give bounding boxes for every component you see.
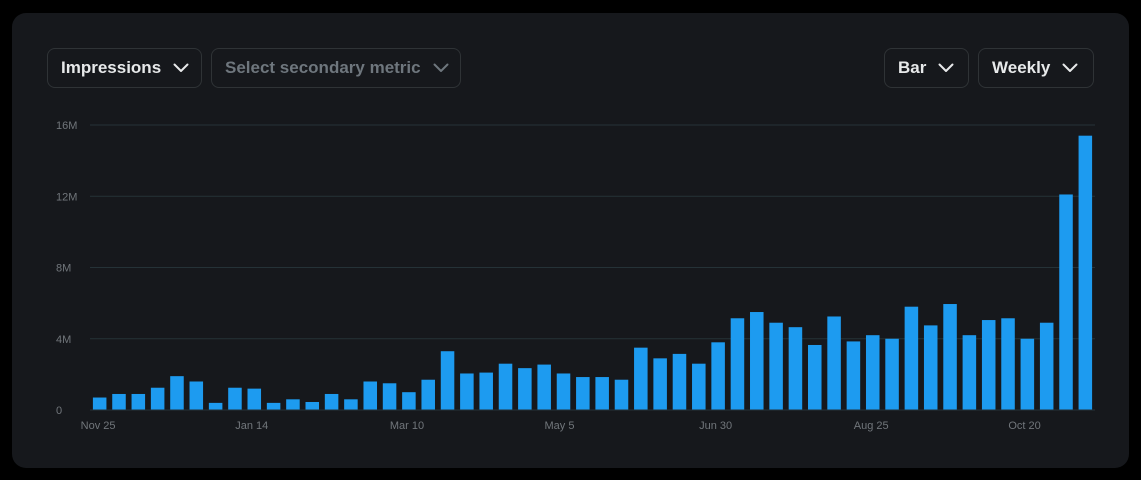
x-tick-label: Oct 20 [1008, 420, 1040, 432]
x-tick-label: Aug 25 [854, 420, 889, 432]
y-tick-label: 16M [56, 120, 77, 132]
bar [92, 397, 107, 410]
y-tick-label: 0 [56, 405, 62, 417]
chevron-down-icon [433, 63, 449, 73]
secondary-metric-dropdown[interactable]: Select secondary metric [211, 48, 461, 88]
bar [750, 312, 764, 410]
bar [730, 318, 745, 410]
bar [962, 335, 977, 410]
bar [614, 379, 629, 410]
chart-card: Impressions Select secondary metric Bar … [12, 13, 1129, 468]
x-tick-label: Jun 30 [699, 420, 732, 432]
x-tick-label: Nov 25 [81, 420, 116, 432]
bar [498, 363, 513, 410]
bar [672, 353, 687, 410]
bar [808, 344, 822, 410]
bar [266, 402, 281, 411]
bar [479, 372, 493, 410]
bar [653, 358, 667, 410]
bar [460, 373, 474, 410]
y-tick-label: 12M [56, 191, 77, 203]
bar [305, 401, 320, 410]
chevron-down-icon [1062, 63, 1078, 73]
bar [112, 393, 126, 410]
primary-metric-label: Impressions [61, 58, 162, 77]
x-tick-label: Jan 14 [235, 420, 268, 432]
bar [711, 342, 725, 410]
bar [189, 381, 204, 410]
y-tick-label: 4M [56, 334, 71, 346]
bar [769, 322, 783, 410]
bar [1059, 194, 1073, 410]
bar [846, 341, 861, 410]
period-dropdown[interactable]: Weekly [978, 48, 1094, 88]
bar [440, 351, 455, 410]
x-tick-label: Mar 10 [390, 420, 424, 432]
chevron-down-icon [173, 63, 189, 73]
bar [788, 327, 803, 410]
bar [228, 387, 242, 410]
bar [595, 377, 609, 410]
bar [634, 347, 648, 410]
chart-type-dropdown[interactable]: Bar [884, 48, 969, 88]
bar [904, 306, 919, 410]
x-tick-label: May 5 [545, 420, 575, 432]
bar [131, 393, 146, 410]
secondary-metric-placeholder: Select secondary metric [225, 58, 421, 77]
bar [576, 377, 590, 410]
y-tick-label: 8M [56, 263, 71, 275]
bar [1020, 338, 1035, 410]
bar [208, 402, 223, 411]
bar [943, 304, 957, 410]
primary-metric-dropdown[interactable]: Impressions [47, 48, 202, 88]
bar [827, 316, 841, 410]
bar [865, 335, 880, 410]
bar [170, 376, 184, 410]
bar [537, 364, 551, 410]
chevron-down-icon [938, 63, 954, 73]
bar [363, 381, 378, 410]
bar [344, 399, 358, 410]
bar [324, 393, 339, 410]
bar [1078, 135, 1093, 410]
bar [923, 325, 938, 410]
chart-type-label: Bar [898, 58, 927, 77]
bar [402, 392, 416, 410]
bar [421, 379, 435, 410]
bar [1001, 318, 1015, 410]
bar [518, 368, 532, 410]
bar [382, 383, 397, 410]
bar [1039, 322, 1054, 410]
bar [150, 387, 165, 410]
bar [692, 363, 706, 410]
impressions-bar-chart: 0 4M 8M 12M 16M Nov 25 Jan 14 Mar 10 May 5 Jun 30… [56, 120, 1095, 432]
bar [556, 373, 571, 410]
period-label: Weekly [992, 58, 1051, 77]
bar [885, 338, 899, 410]
bar [247, 388, 262, 411]
bar [286, 399, 300, 410]
bar [981, 320, 996, 410]
